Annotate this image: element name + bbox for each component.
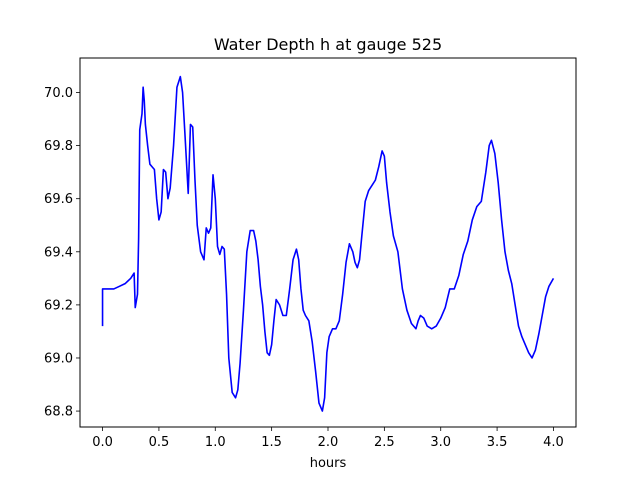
y-tick-label: 70.0: [44, 86, 73, 101]
x-tick-label: 1.5: [261, 435, 282, 450]
y-axis-ticks: 68.8 69.0 69.2 69.4 69.6 69.8 70.0: [44, 86, 80, 420]
x-tick-label: 2.5: [374, 435, 395, 450]
x-tick-label: 2.0: [318, 435, 339, 450]
series-layer: [101, 75, 555, 412]
plot-area: 0.0 0.5 1.0 1.5 2.0 2.5 3.0 3.5 4.0 68.8 69.0 69.2…: [44, 57, 577, 450]
x-axis-ticks: 0.0 0.5 1.0 1.5 2.0 2.5 3.0 3.5 4.0: [92, 427, 564, 450]
x-axis-label: hours: [310, 456, 347, 471]
x-tick-label: 0.5: [149, 435, 170, 450]
y-tick-label: 69.8: [44, 139, 73, 154]
y-tick-label: 68.8: [44, 405, 73, 420]
chart-title: Water Depth h at gauge 525: [214, 35, 442, 54]
x-tick-label: 1.0: [205, 435, 226, 450]
y-tick-label: 69.4: [44, 245, 73, 260]
x-tick-label: 3.0: [430, 435, 451, 450]
y-tick-label: 69.0: [44, 351, 73, 366]
x-tick-label: 4.0: [543, 435, 564, 450]
series-line-0: [101, 75, 555, 412]
plot-frame: [79, 57, 577, 428]
y-tick-label: 69.6: [44, 192, 73, 207]
y-tick-label: 69.2: [44, 298, 73, 313]
x-tick-label: 3.5: [487, 435, 508, 450]
x-tick-label: 0.0: [92, 435, 113, 450]
